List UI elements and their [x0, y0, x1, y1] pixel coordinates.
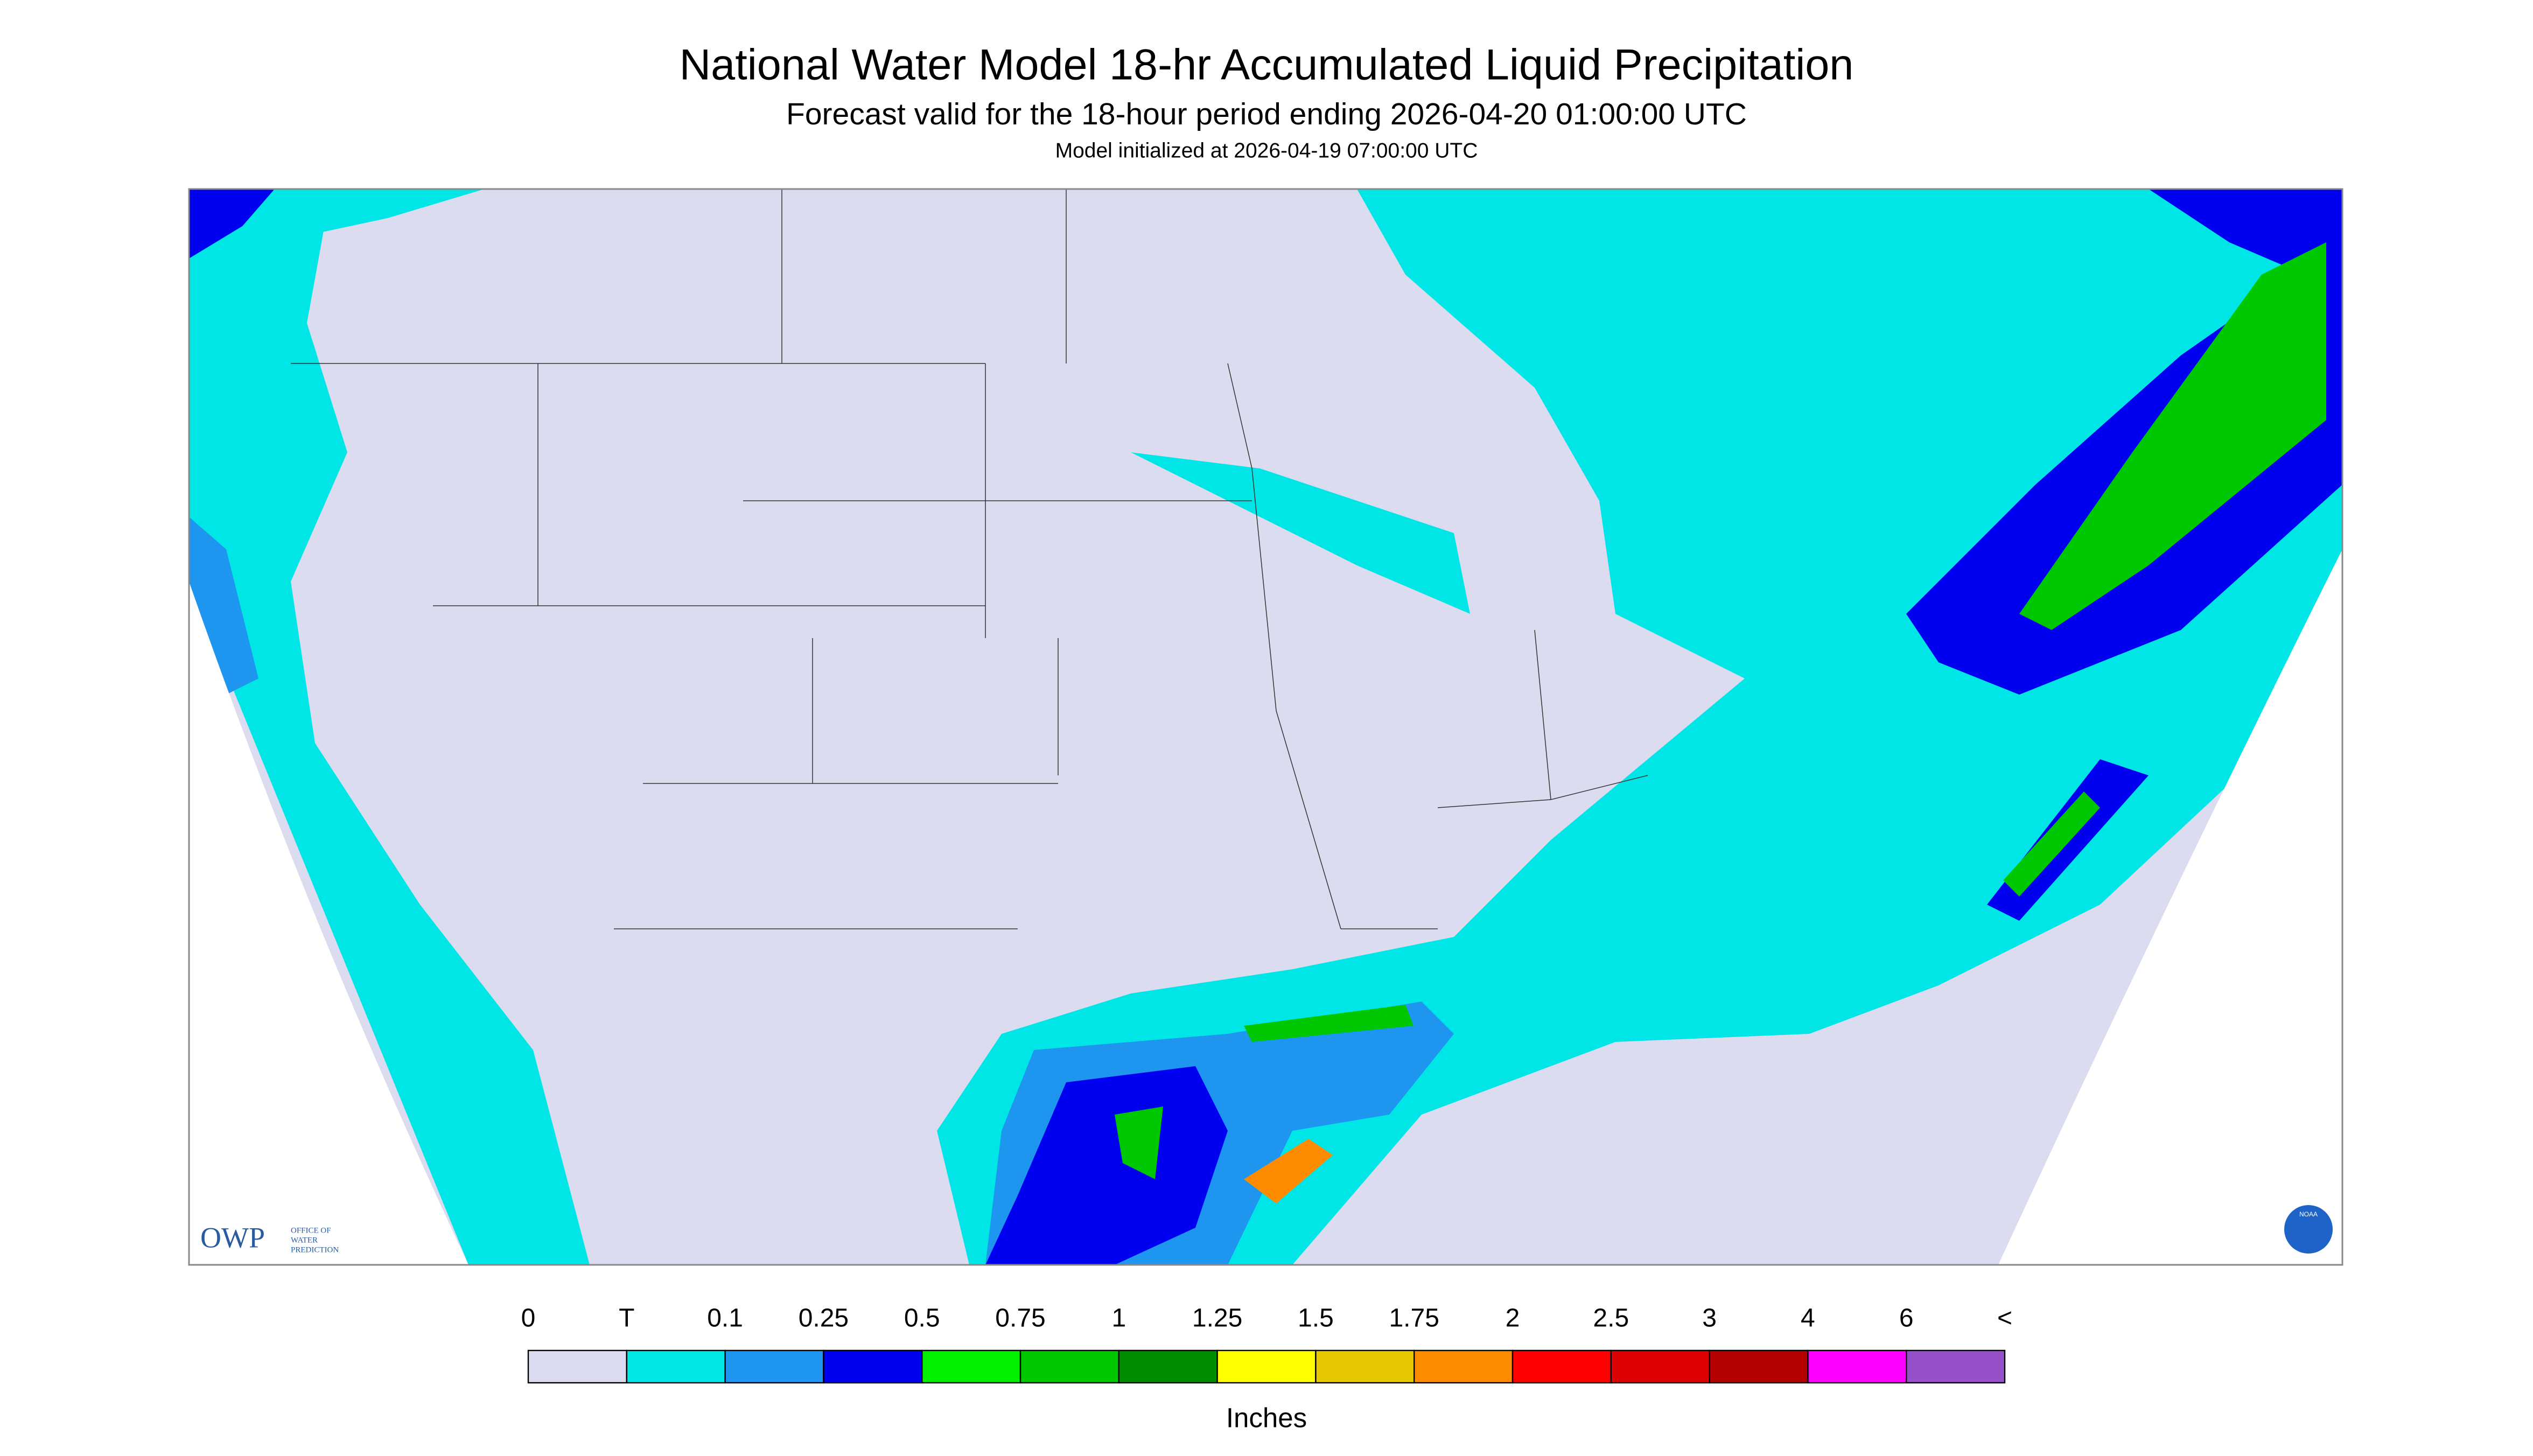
colorbar-label: 1.25 — [1192, 1304, 1242, 1333]
colorbar-label: 1.5 — [1298, 1304, 1334, 1333]
colorbar: 0 T 0.1 0.25 0.5 0.75 1 1.25 1.5 1.75 2 2.5 3 4 6 < — [521, 1304, 2012, 1384]
owp-text: OFFICE OF — [291, 1226, 331, 1235]
subtitle: Forecast valid for the 18-hour period en… — [786, 97, 1747, 131]
precip-area — [189, 189, 485, 324]
colorbar-box — [1709, 1349, 1809, 1384]
colorbar-box — [626, 1349, 726, 1384]
colorbar-label: 1.75 — [1389, 1304, 1439, 1333]
colorbar-label: 4 — [1801, 1304, 1815, 1333]
owp-text: WATER — [291, 1236, 318, 1244]
precip-area — [937, 189, 2342, 1265]
colorbar-box — [724, 1349, 824, 1384]
precip-area — [1244, 1005, 1414, 1042]
colorbar-label: < — [1997, 1304, 2012, 1333]
colorbar-box — [527, 1349, 628, 1384]
colorbar-label: 0.75 — [995, 1304, 1045, 1333]
precip-area — [189, 517, 258, 695]
owp-text: PREDICTION — [291, 1245, 339, 1254]
colorbar-label: 3 — [1702, 1304, 1717, 1333]
precip-area — [189, 189, 275, 259]
precip-area — [2003, 792, 2100, 897]
colorbar-box — [1512, 1349, 1612, 1384]
colorbar-label: 0 — [521, 1304, 536, 1333]
colorbar-label: T — [619, 1304, 634, 1333]
precip-area — [1115, 1107, 1163, 1180]
noaa-logo — [2284, 1205, 2333, 1254]
map: OWP OFFICE OF WATER PREDICTION NOAA — [188, 188, 2343, 1266]
noaa-logo-text: NOAA — [2299, 1210, 2318, 1218]
colorbar-box — [921, 1349, 1021, 1384]
colorbar-label: 6 — [1899, 1304, 1914, 1333]
precip-area — [1131, 452, 1470, 614]
colorbar-label: 0.1 — [707, 1304, 743, 1333]
colorbar-label: 2 — [1506, 1304, 1520, 1333]
colorbar-box — [1807, 1349, 1907, 1384]
colorbar-label: 0.5 — [904, 1304, 940, 1333]
colorbar-label: 0.25 — [799, 1304, 849, 1333]
precip-area — [2019, 242, 2326, 631]
colorbar-box — [1315, 1349, 1415, 1384]
precip-area — [1244, 1139, 1333, 1204]
colorbar-label: 2.5 — [1593, 1304, 1629, 1333]
owp-initials: OWP — [200, 1221, 265, 1254]
precipitation-field — [189, 189, 2342, 1265]
colorbar-box — [823, 1349, 923, 1384]
colorbar-label: 1 — [1111, 1304, 1126, 1333]
colorbar-box — [1118, 1349, 1218, 1384]
title: National Water Model 18-hr Accumulated L… — [680, 40, 1854, 89]
legend-unit: Inches — [1226, 1402, 1307, 1433]
precip-area — [189, 189, 590, 1265]
colorbar-box — [1610, 1349, 1710, 1384]
init-note: Model initialized at 2026-04-19 07:00:00… — [1055, 139, 1478, 162]
boundaries — [188, 188, 2343, 1266]
colorbar-box — [1019, 1349, 1120, 1384]
colorbar-box — [1905, 1349, 2006, 1384]
colorbar-box — [1414, 1349, 1514, 1384]
precip-area — [985, 1066, 1228, 1265]
colorbar-box — [1216, 1349, 1317, 1384]
